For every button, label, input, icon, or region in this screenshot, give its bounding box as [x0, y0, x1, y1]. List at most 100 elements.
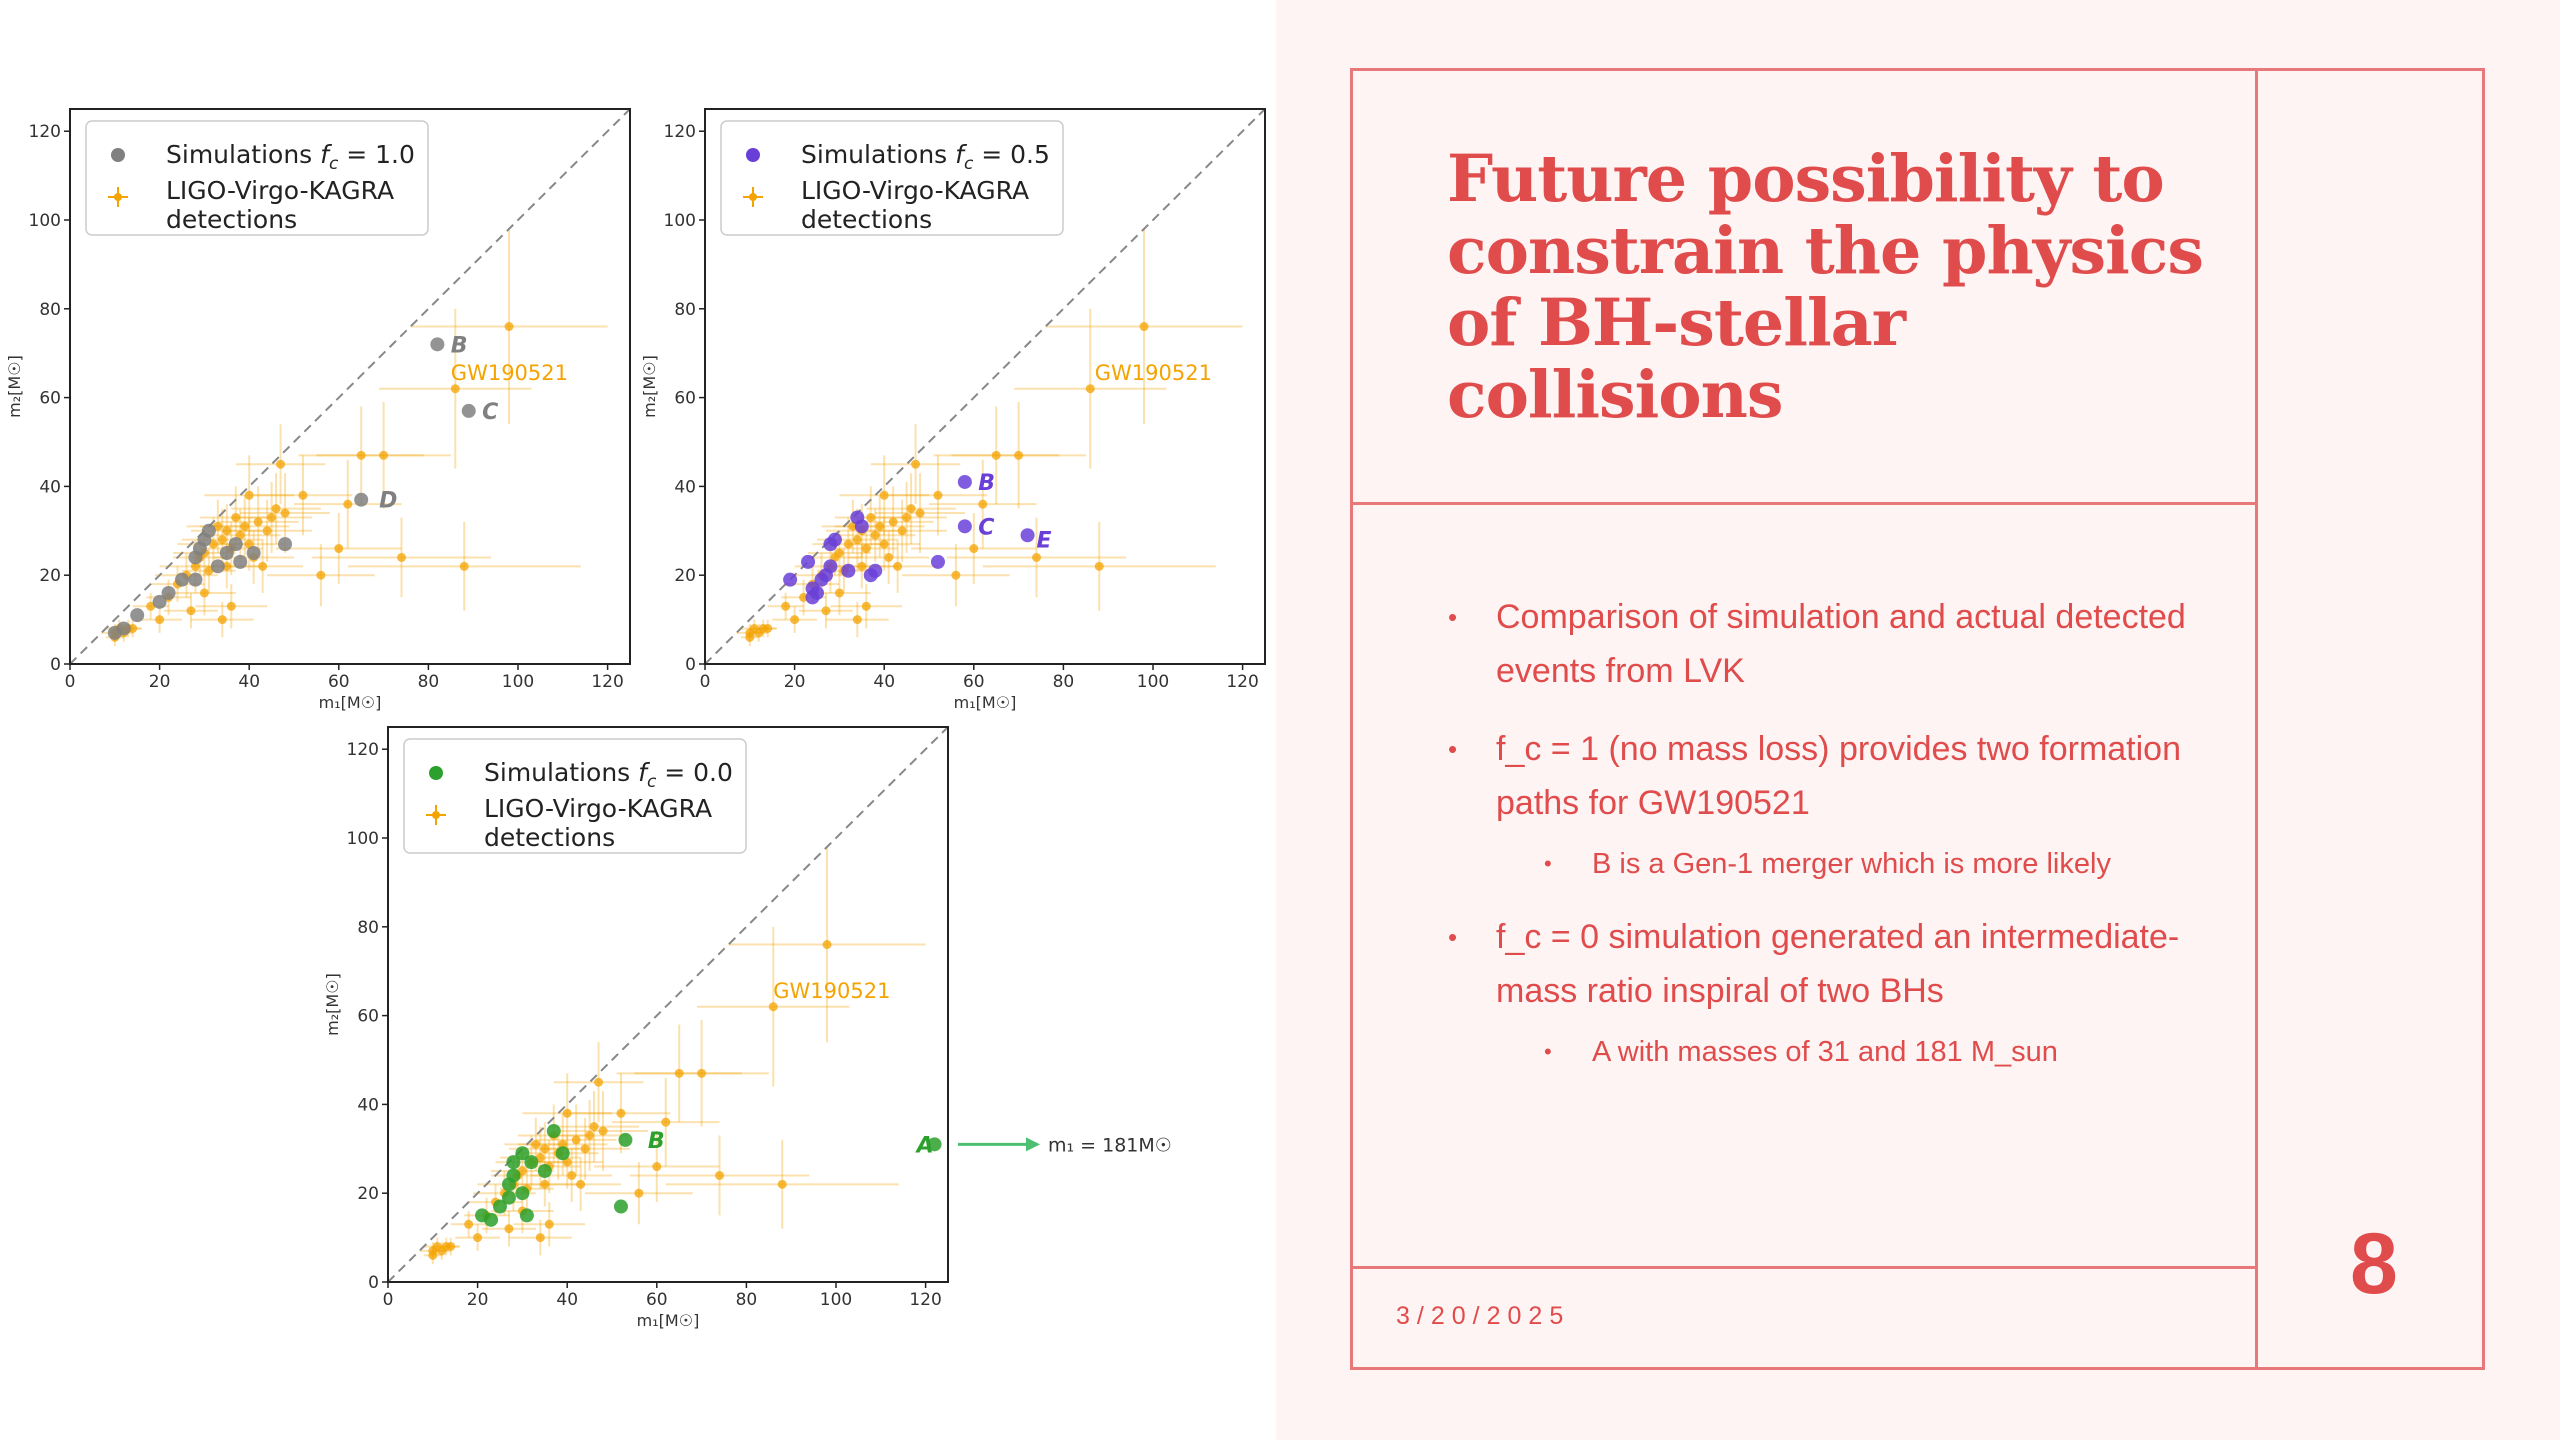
detection-point [531, 1139, 541, 1149]
detection-point [128, 623, 138, 633]
detection-point [1014, 450, 1024, 460]
detection-point [1094, 561, 1104, 571]
legend: Simulations fc = 0.5LIGO-Virgo-KAGRAdete… [720, 120, 1064, 236]
simulation-point [1020, 528, 1035, 543]
detection-point [204, 566, 214, 576]
detection-point [535, 1233, 545, 1243]
simulation-point [493, 1199, 507, 1214]
detection-point [897, 526, 907, 536]
simulation-point [130, 608, 145, 623]
detection-point [933, 490, 943, 500]
detection-point [222, 526, 232, 536]
simulation-point [854, 519, 869, 534]
offscale-arrow-head [1026, 1137, 1040, 1152]
detection-point [504, 1224, 514, 1234]
x-tick-label: 40 [873, 672, 895, 692]
detection-point [616, 1108, 626, 1118]
detection-point [356, 450, 366, 460]
bullet-item: • f_c = 1 (no mass loss) provides two for… [1448, 722, 2188, 830]
legend-sim-sub: c [329, 154, 339, 174]
y-tick-label: 120 [29, 122, 61, 142]
detection-point [790, 615, 800, 625]
detection-point [906, 504, 916, 514]
legend-sim-label: Simulations fc = 1.0 [166, 140, 415, 174]
bullet-item: • Comparison of simulation and actual det… [1448, 590, 2188, 698]
y-tick-label: 0 [685, 655, 696, 675]
detection-point [222, 561, 232, 571]
detection-point [258, 561, 268, 571]
detection-point [1139, 322, 1149, 332]
bullet-dot: • [1448, 734, 1458, 764]
detection-point [857, 561, 867, 571]
detection-point [870, 530, 880, 540]
simulation-point [957, 474, 972, 489]
legend-det-label-line2: detections [166, 205, 297, 234]
y-tick-label: 0 [368, 1273, 379, 1293]
legend-sim-sub: c [647, 772, 657, 792]
x-tick-label: 0 [383, 1290, 394, 1310]
frame-left-line [1350, 68, 1353, 1370]
detection-point [697, 1068, 707, 1078]
detection-point [843, 539, 853, 549]
bullet-dot: • [1544, 1039, 1552, 1064]
detection-point [884, 552, 894, 562]
simulation-point [278, 537, 293, 552]
detection-point [446, 1241, 456, 1251]
detection-point [911, 459, 921, 469]
frame-footer-divider [1350, 1266, 2255, 1269]
detection-point [576, 1179, 586, 1189]
detection-point [571, 1135, 581, 1145]
legend-sim-marker [111, 148, 125, 162]
simulation-point [957, 519, 972, 534]
bullet-text: f_c = 0 simulation generated an intermed… [1496, 918, 2180, 1010]
simulation-point [161, 585, 176, 600]
equal-mass-diagonal [704, 108, 1266, 665]
y-tick-label: 40 [674, 477, 696, 497]
simulation-point [354, 492, 369, 507]
detection-point [334, 544, 344, 554]
detection-point [888, 517, 898, 527]
detections-layer [419, 846, 926, 1265]
detection-point [799, 592, 809, 602]
detection-point [280, 508, 290, 518]
detection-point [244, 490, 254, 500]
y-tick-label: 120 [347, 740, 379, 760]
plot-frame [387, 726, 949, 1283]
detection-point [298, 490, 308, 500]
legend-det-label-line1: LIGO-Virgo-KAGRA [484, 794, 712, 823]
scatter-plot-fc-0: B A GW190521 00 20 20 40 40 60 60 80 80 100 100 120 120… [323, 726, 1172, 1330]
point-label: E [1037, 529, 1052, 554]
detection-point [562, 1108, 572, 1118]
detection-point [978, 499, 988, 509]
detection-point [544, 1219, 554, 1229]
legend-sim-label: Simulations fc = 0.0 [484, 758, 733, 792]
detection-point [343, 499, 353, 509]
point-label: B [978, 471, 995, 496]
detection-point [781, 601, 791, 611]
legend-det-marker [114, 193, 122, 201]
simulation-point [613, 1199, 628, 1214]
detection-point [213, 521, 223, 531]
simulation-point [506, 1155, 521, 1170]
legend-det-label-line2: detections [801, 205, 932, 234]
detection-point [473, 1233, 483, 1243]
y-tick-label: 60 [39, 389, 61, 409]
detection-point [745, 632, 755, 642]
simulation-point [201, 523, 216, 538]
legend-sim-label: Simulations fc = 0.5 [801, 140, 1050, 174]
legend-sim-prefix: Simulations [166, 140, 320, 169]
detection-point [915, 508, 925, 518]
detection-point [397, 552, 407, 562]
simulation-point [152, 594, 167, 609]
detection-point [715, 1170, 725, 1180]
frame-bottom-line [1350, 1367, 2485, 1370]
y-tick-label: 80 [39, 300, 61, 320]
detection-point [661, 1117, 671, 1127]
detection-point [594, 1077, 604, 1087]
detection-point [276, 459, 286, 469]
simulation-point [783, 572, 798, 587]
x-tick-label: 120 [909, 1290, 941, 1310]
x-tick-label: 120 [591, 672, 623, 692]
x-tick-label: 60 [328, 672, 350, 692]
detection-point [240, 521, 250, 531]
